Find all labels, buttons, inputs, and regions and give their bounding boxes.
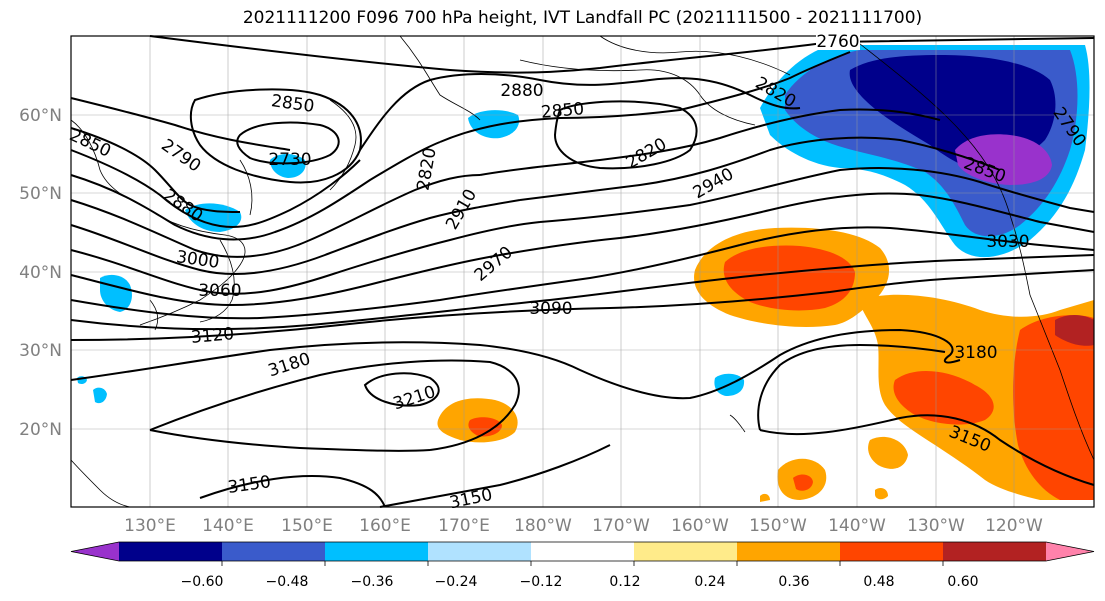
longitude-labels: 130°E 140°E 150°E 160°E 170°E 180°W 170°… [124,516,1043,536]
lat-label: 40°N [19,263,62,283]
lat-label: 30°N [19,341,62,361]
colorbar-tick-label: −0.36 [351,574,394,590]
colorbar [70,541,1095,566]
map-frame [70,35,1095,508]
contour-label: 3030 [986,232,1029,252]
lon-label: 150°E [281,516,333,536]
lon-label: 160°W [671,516,729,536]
colorbar-tick-label: 0.36 [778,574,809,590]
colorbar-tick-label: 0.24 [694,574,725,590]
colorbar-segment [119,542,223,561]
lon-label: 170°W [592,516,650,536]
colorbar-segment [737,542,841,561]
coastlines [70,35,1095,508]
colorbar-segment [428,542,532,561]
lon-label: 140°E [202,516,254,536]
lon-label: 140°W [828,516,886,536]
colorbar-tick-label: −0.48 [266,574,309,590]
lon-label: 120°W [985,516,1043,536]
height-contours [70,35,1095,508]
ivt-positive-shading [437,227,1094,502]
lon-label: 130°E [124,516,176,536]
colorbar-outline [70,541,1095,562]
contour-label: 2850 [540,99,585,123]
colorbar-segment [222,542,326,561]
contour-label: 2730 [268,150,311,170]
colorbar-tick-label: −0.12 [520,574,563,590]
lat-label: 60°N [19,106,62,126]
colorbar-segment [1046,542,1094,561]
contour-label: 3120 [190,324,235,348]
colorbar-tick-label: −0.24 [435,574,478,590]
contour-label: 3180 [954,343,997,363]
colorbar-tick-label: −0.60 [181,574,224,590]
colorbar-segment [943,542,1047,561]
colorbar-segment [71,542,119,561]
gridlines [71,36,1094,507]
lon-label: 170°E [438,516,490,536]
colorbar-segment [325,542,429,561]
latitude-labels: 60°N 50°N 40°N 30°N 20°N [19,106,62,440]
lon-label: 180°W [514,516,572,536]
contour-label: 2760 [816,32,859,52]
map-title: 2021111200 F096 700 hPa height, IVT Land… [242,8,923,28]
colorbar-segment [531,542,635,561]
ivt-negative-shading [77,45,1090,404]
lon-label: 160°E [359,516,411,536]
contour-label: 3060 [198,281,241,301]
lon-label: 150°W [749,516,807,536]
lat-label: 50°N [19,184,62,204]
contour-label: 2880 [500,81,543,101]
lon-label: 130°W [907,516,965,536]
colorbar-segment [840,542,944,561]
colorbar-tick-labels: −0.60 −0.48 −0.36 −0.24 −0.12 0.12 0.24 … [181,574,979,590]
colorbar-tick-label: 0.48 [863,574,894,590]
colorbar-segment [634,542,738,561]
colorbar-tick-label: 0.60 [947,574,978,590]
contour-label: 3090 [529,299,572,319]
colorbar-tick-label: 0.12 [609,574,640,590]
lat-label: 20°N [19,420,62,440]
